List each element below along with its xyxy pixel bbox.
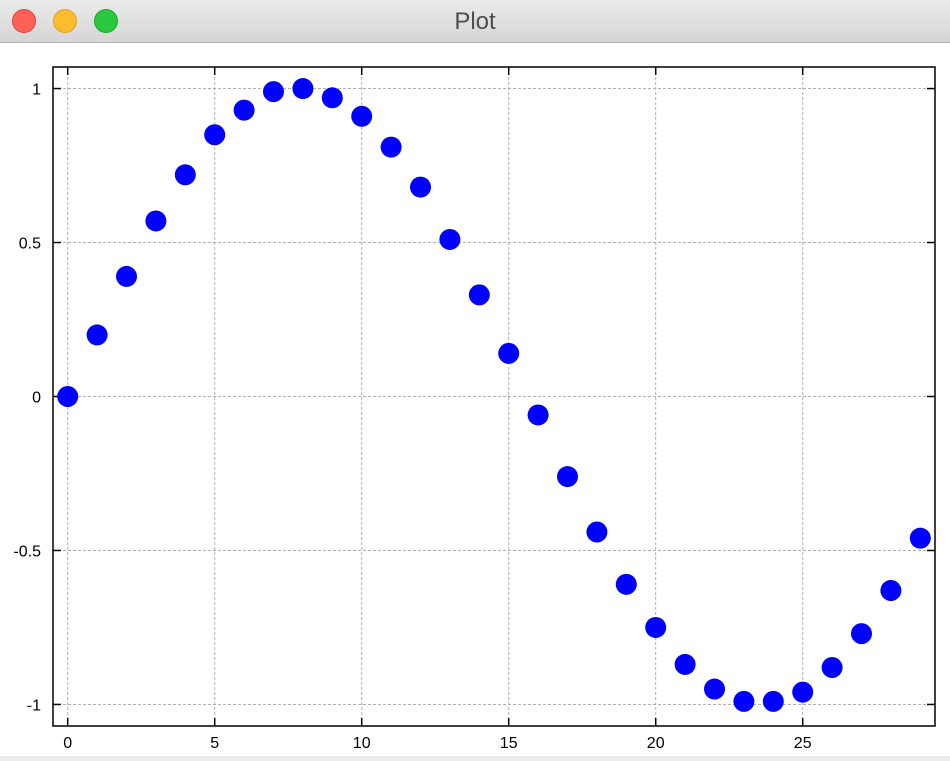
data-point <box>880 580 902 602</box>
data-point <box>145 210 167 232</box>
minimize-button[interactable] <box>53 9 77 33</box>
x-tick-label: 5 <box>210 735 219 752</box>
data-point <box>263 81 284 103</box>
y-tick-label: 1 <box>32 82 41 99</box>
title-bar: Plot <box>0 0 950 43</box>
x-tick-label: 0 <box>63 735 72 752</box>
x-tick-label: 20 <box>647 735 665 752</box>
y-tick-label: -1 <box>27 697 41 714</box>
data-point <box>57 386 79 407</box>
data-point <box>733 690 755 712</box>
data-point <box>615 573 637 595</box>
data-point <box>321 87 343 109</box>
x-tick-label: 25 <box>794 735 812 752</box>
grid-lines <box>53 67 935 726</box>
data-point <box>821 656 843 678</box>
tick-labels: 0 5 10 15 20 25 1 0.5 0 -0.5 -1 <box>13 82 811 752</box>
x-tick-label: 15 <box>500 735 518 752</box>
data-point <box>792 681 814 703</box>
data-point <box>557 466 578 488</box>
data-point <box>762 690 784 712</box>
data-point <box>410 176 431 198</box>
axis-ticks <box>53 67 935 726</box>
x-tick-label: 10 <box>353 735 371 752</box>
scatter-chart: 0 5 10 15 20 25 1 0.5 0 -0.5 -1 <box>13 66 936 752</box>
plot-area: 0 5 10 15 20 25 1 0.5 0 -0.5 -1 <box>0 43 950 756</box>
y-tick-label: -0.5 <box>13 543 41 560</box>
data-point <box>527 404 549 426</box>
data-point <box>674 653 696 675</box>
data-point <box>909 527 931 549</box>
data-point <box>204 124 226 146</box>
data-point <box>498 342 520 364</box>
y-tick-label: 0 <box>32 390 41 407</box>
data-point <box>351 105 373 127</box>
data-point <box>851 623 872 645</box>
data-point <box>174 164 196 186</box>
y-tick-label: 0.5 <box>19 236 41 253</box>
zoom-button[interactable] <box>94 9 118 33</box>
close-button[interactable] <box>12 9 36 33</box>
data-point <box>86 324 108 346</box>
data-point <box>380 136 402 158</box>
data-point <box>468 284 490 306</box>
data-point <box>704 678 725 700</box>
data-point <box>116 265 137 287</box>
data-point <box>439 228 461 250</box>
window-title: Plot <box>454 8 496 35</box>
data-points <box>57 78 931 712</box>
data-point <box>233 99 255 121</box>
data-point <box>292 78 314 100</box>
data-point <box>645 616 667 638</box>
data-point <box>586 521 608 543</box>
